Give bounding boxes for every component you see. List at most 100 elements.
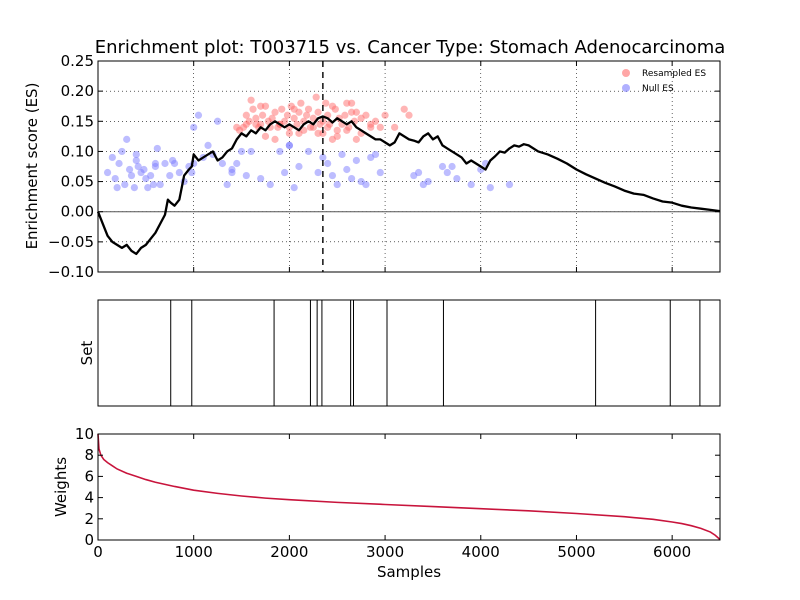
resampled-es-point [333, 126, 341, 134]
null-es-point [438, 162, 447, 171]
null-es-point [505, 180, 514, 189]
null-es-point [204, 141, 212, 149]
null-es-point [276, 147, 284, 156]
null-es-point [290, 184, 298, 192]
resampled-es-point [331, 105, 339, 113]
null-es-point [113, 184, 121, 192]
x-tick-label: 3000 [366, 543, 404, 561]
null-es-point [147, 171, 155, 180]
set-y-axis-label: Set [78, 341, 96, 366]
null-es-point [166, 171, 174, 180]
resampled-es-point [249, 105, 257, 113]
x-tick-label: 2000 [270, 543, 308, 561]
resampled-es-point [312, 93, 320, 101]
x-tick-label: 1000 [175, 543, 213, 561]
resampled-es-point [347, 108, 356, 116]
resampled-es-point [381, 111, 389, 119]
resampled-es-point [258, 111, 267, 119]
es-y-axis-label: Enrichment score (ES) [23, 83, 41, 250]
null-es-point [347, 174, 356, 183]
resampled-es-point [343, 126, 351, 134]
resampled-es-point [367, 123, 375, 131]
null-es-point [295, 162, 303, 171]
resampled-es-point [252, 114, 260, 122]
resampled-es-point [283, 111, 292, 119]
x-tick-label: 5000 [557, 543, 595, 561]
resampled-es-point [242, 111, 250, 119]
null-es-point [153, 144, 161, 153]
resampled-es-point [245, 117, 253, 125]
null-es-point [237, 147, 246, 156]
null-es-point [130, 184, 138, 192]
set-panel: Set [78, 299, 721, 407]
y-tick-label: 2 [84, 510, 94, 528]
y-tick-label: 0.10 [61, 142, 94, 160]
resampled-es-point [247, 96, 255, 104]
x-axis-label: Samples [377, 563, 441, 581]
null-es-point [125, 165, 134, 174]
null-es-point [118, 147, 126, 156]
null-es-point [242, 171, 250, 180]
y-tick-label: 0 [84, 531, 94, 549]
resampled-es-point [341, 111, 349, 119]
legend-resampled-label: Resampled ES [642, 69, 706, 79]
null-es-point [376, 168, 384, 177]
weights-y-ticks: 0 2 4 6 8 10 [75, 425, 720, 549]
x-tick-label: 0 [93, 543, 103, 561]
resampled-es-point [290, 105, 298, 113]
null-es-point [123, 135, 131, 143]
null-es-point [175, 168, 183, 177]
es-panel: −0.10 −0.05 0.00 0.05 0.10 0.15 0.20 0.25 Enric… [23, 52, 721, 281]
null-es-point [443, 168, 451, 177]
set-plot-frame [97, 299, 721, 407]
null-es-point [324, 159, 332, 168]
legend-resampled-marker [622, 69, 630, 77]
null-es-point [266, 180, 274, 189]
y-tick-label: 8 [84, 446, 94, 464]
null-es-point [319, 153, 327, 162]
null-es-point [214, 117, 222, 125]
y-tick-label: −0.10 [48, 263, 94, 281]
null-es-point [453, 174, 461, 183]
null-es-point [371, 150, 380, 159]
resampled-es-point [285, 129, 293, 137]
null-es-points [103, 111, 514, 192]
null-es-point [115, 159, 123, 168]
resampled-es-point [303, 111, 311, 119]
weights-x-ticks: 0 1000 2000 3000 4000 5000 6000 [93, 434, 691, 561]
null-es-point [362, 180, 370, 189]
resampled-es-point [257, 102, 265, 110]
null-es-point [132, 150, 140, 159]
chart-title: Enrichment plot: T003715 vs. Cancer Type… [95, 37, 726, 58]
null-es-point [333, 180, 341, 189]
null-es-point [328, 171, 337, 180]
resampled-es-point [376, 123, 384, 131]
y-tick-label: 10 [75, 425, 94, 443]
null-es-point [414, 168, 423, 177]
null-es-point [108, 153, 116, 162]
null-es-point [127, 171, 136, 180]
resampled-es-point [352, 135, 360, 143]
null-es-point [151, 162, 160, 171]
y-tick-label: −0.05 [48, 233, 94, 251]
null-es-point [134, 162, 142, 171]
running-es-line [96, 115, 721, 256]
resampled-es-point [371, 117, 380, 125]
resampled-es-point [261, 132, 270, 140]
y-tick-label: 4 [84, 489, 94, 507]
null-es-point [194, 111, 203, 119]
resampled-es-point [309, 114, 317, 122]
null-es-point [188, 168, 196, 177]
resampled-es-point [304, 105, 313, 113]
null-es-point [218, 159, 226, 168]
resampled-es-point [347, 99, 356, 107]
y-tick-label: 0.15 [61, 112, 94, 130]
resampled-es-points [233, 93, 413, 143]
resampled-es-point [314, 129, 322, 137]
weights-line [97, 433, 721, 541]
resampled-es-point [391, 123, 399, 131]
set-hit-lines [170, 300, 701, 406]
legend-null-marker [622, 84, 630, 92]
null-es-point [170, 159, 179, 168]
